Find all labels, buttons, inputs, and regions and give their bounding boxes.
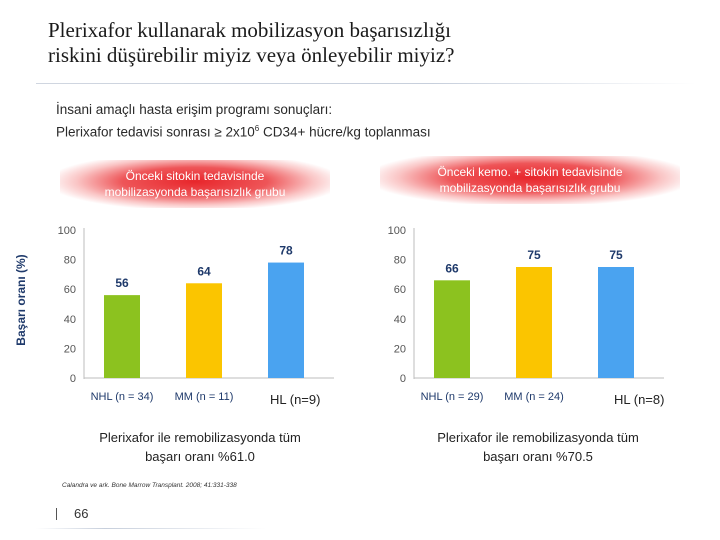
left-ytick-label: 20	[64, 343, 76, 355]
left-category-label: MM (n = 11)	[175, 391, 234, 403]
left-category-label: NHL (n = 34)	[91, 391, 154, 403]
right-bar-chart: 0 20 40 60 80 100 66 NHL (n = 29) 75 MM (n = 24) 7…	[388, 225, 664, 403]
left-bar-value-label: 56	[115, 276, 129, 290]
left-ytick-label: 0	[70, 373, 76, 385]
right-ytick-label: 80	[394, 255, 406, 267]
right-banner-line2: mobilizasyonda başarısızlık grubu	[439, 181, 621, 195]
right-bar-value-label: 75	[609, 248, 623, 262]
y-axis-title: Başarı oranı (%)	[14, 254, 28, 346]
right-ytick-label: 60	[394, 284, 406, 296]
left-bar	[268, 262, 304, 378]
footer-divider	[36, 528, 266, 529]
left-bar-value-label: 78	[279, 244, 293, 258]
right-category-label: NHL (n = 29)	[421, 391, 484, 403]
citation: Calandra ve ark. Bone Marrow Transplant.…	[62, 482, 237, 489]
subtitle-line2-pre: Plerixafor tedavisi sonrası ≥ 2x10	[56, 124, 255, 140]
left-bar-value-label: 64	[197, 264, 211, 278]
left-banner-line1: Önceki sitokin tedavisinde	[125, 169, 265, 183]
subtitle-line2-sup: 6	[254, 124, 260, 133]
slide-title: Plerixafor kullanarak mobilizasyon başar…	[48, 18, 688, 68]
left-ytick-label: 40	[64, 314, 76, 326]
slide-title-line2: riskini düşürebilir miyiz veya önleyebil…	[48, 43, 455, 67]
left-summary-line1: Plerixafor ile remobilizasyonda tüm	[99, 430, 301, 445]
right-bar-value-label: 75	[527, 248, 541, 262]
left-summary-line2: başarı oranı %61.0	[145, 449, 255, 464]
right-summary-line2: başarı oranı %70.5	[483, 449, 593, 464]
right-ytick-label: 100	[388, 225, 406, 237]
right-bar	[516, 267, 552, 378]
left-banner-line2: mobilizasyonda başarısızlık grubu	[104, 185, 286, 199]
left-group-banner: Önceki sitokin tedavisinde mobilizasyond…	[60, 160, 330, 208]
right-banner-line1: Önceki kemo. + sitokin tedavisinde	[437, 165, 623, 179]
left-bar	[104, 295, 140, 378]
title-divider	[36, 83, 696, 84]
right-ytick-label: 40	[394, 314, 406, 326]
left-bar	[186, 283, 222, 378]
right-bar-value-label: 66	[445, 261, 459, 275]
left-summary: Plerixafor ile remobilizasyonda tüm başa…	[70, 428, 330, 466]
left-ytick-label: 60	[64, 284, 76, 296]
right-group-banner: Önceki kemo. + sitokin tedavisinde mobil…	[380, 156, 680, 204]
right-category-label: MM (n = 24)	[504, 391, 564, 403]
subtitle-line2-post: CD34+ hücre/kg toplanması	[259, 124, 431, 140]
right-ytick-label: 20	[394, 343, 406, 355]
right-hl-label: HL (n=8)	[614, 392, 665, 407]
subtitle-line1: İnsani amaçlı hasta erişim programı sonu…	[56, 102, 333, 117]
right-summary: Plerixafor ile remobilizasyonda tüm başa…	[408, 428, 668, 466]
subtitle-line2: Plerixafor tedavisi sonrası ≥ 2x106 CD34…	[56, 119, 676, 142]
right-bar	[598, 267, 634, 378]
left-bar-chart: 0 20 40 60 80 100 56 NHL (n = 34) 64 MM (n = 11) 7…	[58, 225, 334, 403]
page-number: 66	[74, 506, 89, 521]
subtitle: İnsani amaçlı hasta erişim programı sonu…	[56, 100, 676, 142]
left-ytick-label: 80	[64, 255, 76, 267]
left-ytick-label: 100	[58, 225, 76, 237]
right-summary-line1: Plerixafor ile remobilizasyonda tüm	[437, 430, 639, 445]
right-ytick-label: 0	[400, 373, 406, 385]
left-hl-label: HL (n=9)	[270, 392, 321, 407]
page-number-separator	[56, 508, 57, 520]
slide-title-line1: Plerixafor kullanarak mobilizasyon başar…	[48, 18, 451, 42]
right-bar	[434, 280, 470, 378]
